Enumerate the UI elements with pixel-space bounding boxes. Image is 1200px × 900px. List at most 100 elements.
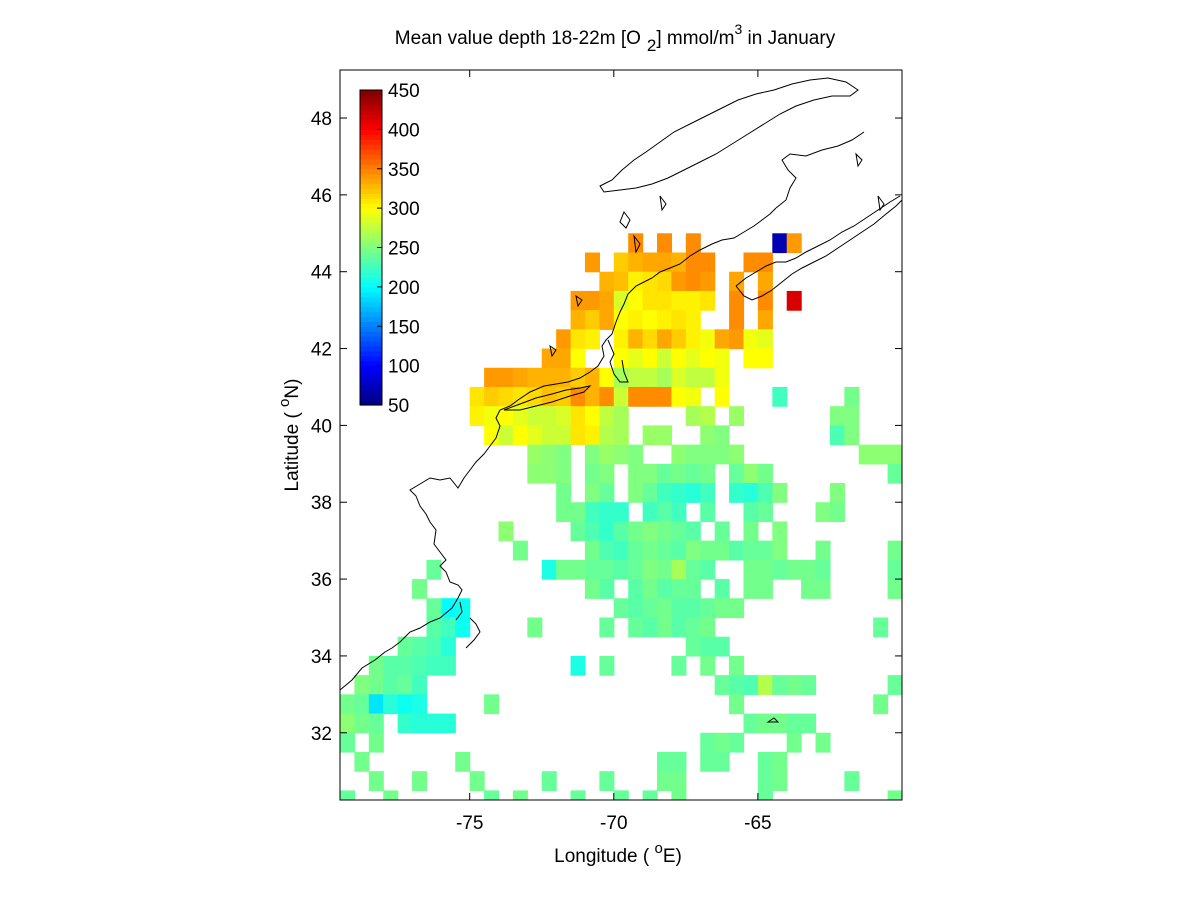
heatmap-cell — [484, 425, 500, 446]
y-tick-label: 44 — [311, 263, 333, 284]
heatmap-cell — [887, 790, 902, 800]
heatmap-cell — [757, 771, 773, 791]
heatmap-cell — [829, 483, 845, 503]
heatmap-cell — [700, 540, 716, 561]
heatmap-cell — [613, 367, 629, 388]
heatmap-cell — [743, 463, 759, 484]
heatmap-cell — [657, 598, 673, 619]
heatmap-cell — [628, 271, 644, 292]
heatmap-cell — [599, 771, 615, 791]
heatmap-cell — [685, 348, 701, 369]
colorbar-segment — [360, 336, 382, 342]
colorbar-segment — [360, 144, 382, 150]
heatmap-cell — [642, 425, 658, 446]
heatmap-cell — [671, 579, 687, 599]
heatmap-cell — [714, 367, 730, 388]
heatmap-cell — [512, 790, 528, 800]
y-tick-label: 34 — [311, 647, 333, 668]
heatmap-cell — [757, 252, 773, 273]
heatmap-cell — [628, 348, 644, 369]
heatmap-cell — [700, 655, 716, 676]
heatmap-cell — [757, 271, 773, 292]
heatmap-cell — [484, 406, 500, 426]
heatmap-cell — [743, 521, 759, 542]
heatmap-cell — [642, 367, 658, 388]
heatmap-cell — [584, 483, 600, 503]
heatmap-cell — [743, 502, 759, 523]
heatmap-cell — [484, 790, 500, 800]
heatmap-cell — [584, 463, 600, 484]
heatmap-cell — [657, 771, 673, 791]
colorbar-segment — [360, 257, 382, 263]
colorbar-segment — [360, 390, 382, 396]
heatmap-cell — [887, 463, 902, 484]
heatmap-cell — [815, 732, 831, 753]
heatmap-cell — [657, 483, 673, 503]
heatmap-cell — [628, 290, 644, 311]
y-tick-label: 46 — [311, 186, 332, 207]
heatmap-cell — [584, 425, 600, 446]
colorbar-segment — [360, 90, 382, 96]
heatmap-cell — [671, 655, 687, 676]
heatmap-cell — [685, 521, 701, 542]
heatmap-cell — [469, 406, 485, 426]
heatmap-cell — [815, 502, 831, 523]
heatmap-cell — [628, 367, 644, 388]
heatmap-cell — [354, 694, 370, 715]
heatmap-cell — [455, 751, 471, 772]
heatmap-cell — [484, 386, 500, 407]
heatmap-cell — [368, 771, 384, 791]
heatmap-cell — [729, 310, 745, 330]
heatmap-cell — [757, 502, 773, 523]
heatmap-cell — [714, 329, 730, 350]
heatmap-cell — [844, 771, 860, 791]
heatmap-cell — [786, 732, 802, 753]
colorbar-segment — [360, 168, 382, 175]
heatmap-cell — [469, 771, 485, 791]
heatmap-cell — [541, 406, 557, 426]
heatmap-cell — [541, 559, 557, 580]
heatmap-cell — [512, 406, 528, 426]
heatmap-cell — [657, 579, 673, 599]
heatmap-cell — [628, 540, 644, 561]
heatmap-cell — [527, 406, 543, 426]
heatmap-cell — [729, 694, 745, 715]
heatmap-cell — [657, 617, 673, 638]
heatmap-cell — [584, 329, 600, 350]
heatmap-cell — [887, 559, 902, 580]
heatmap-cell — [786, 675, 802, 695]
heatmap-cell — [729, 655, 745, 676]
colorbar-segment — [360, 158, 382, 165]
heatmap-cell — [829, 502, 845, 523]
heatmap-cell — [801, 579, 817, 599]
heatmap-cell — [714, 521, 730, 542]
heatmap-cell — [757, 559, 773, 580]
colorbar-segment — [360, 286, 382, 293]
heatmap-cell — [714, 386, 730, 407]
heatmap-cell — [541, 348, 557, 369]
colorbar-tick-label: 250 — [388, 239, 420, 260]
heatmap-cell — [685, 406, 701, 426]
colorbar-strip — [360, 90, 382, 406]
heatmap-cell — [613, 271, 629, 292]
heatmap-cell — [599, 655, 615, 676]
y-tick-label: 48 — [311, 109, 332, 130]
heatmap-cell — [484, 367, 500, 388]
heatmap-cell — [527, 463, 543, 484]
heatmap-cell — [570, 790, 586, 800]
heatmap-cell — [772, 386, 788, 407]
heatmap-cell — [412, 655, 428, 676]
heatmap-cell — [397, 675, 413, 695]
colorbar-tick-label: 300 — [388, 199, 420, 220]
heatmap-cell — [642, 348, 658, 369]
heatmap-cell — [743, 540, 759, 561]
colorbar-segment — [360, 267, 382, 273]
heatmap-cell — [584, 521, 600, 542]
heatmap-cell — [584, 559, 600, 580]
heatmap-cell — [657, 329, 673, 350]
heatmap-cell — [642, 502, 658, 523]
heatmap-cell — [599, 444, 615, 465]
heatmap-cell — [743, 329, 759, 350]
heatmap-cell — [426, 713, 442, 734]
heatmap-cell — [498, 386, 514, 407]
